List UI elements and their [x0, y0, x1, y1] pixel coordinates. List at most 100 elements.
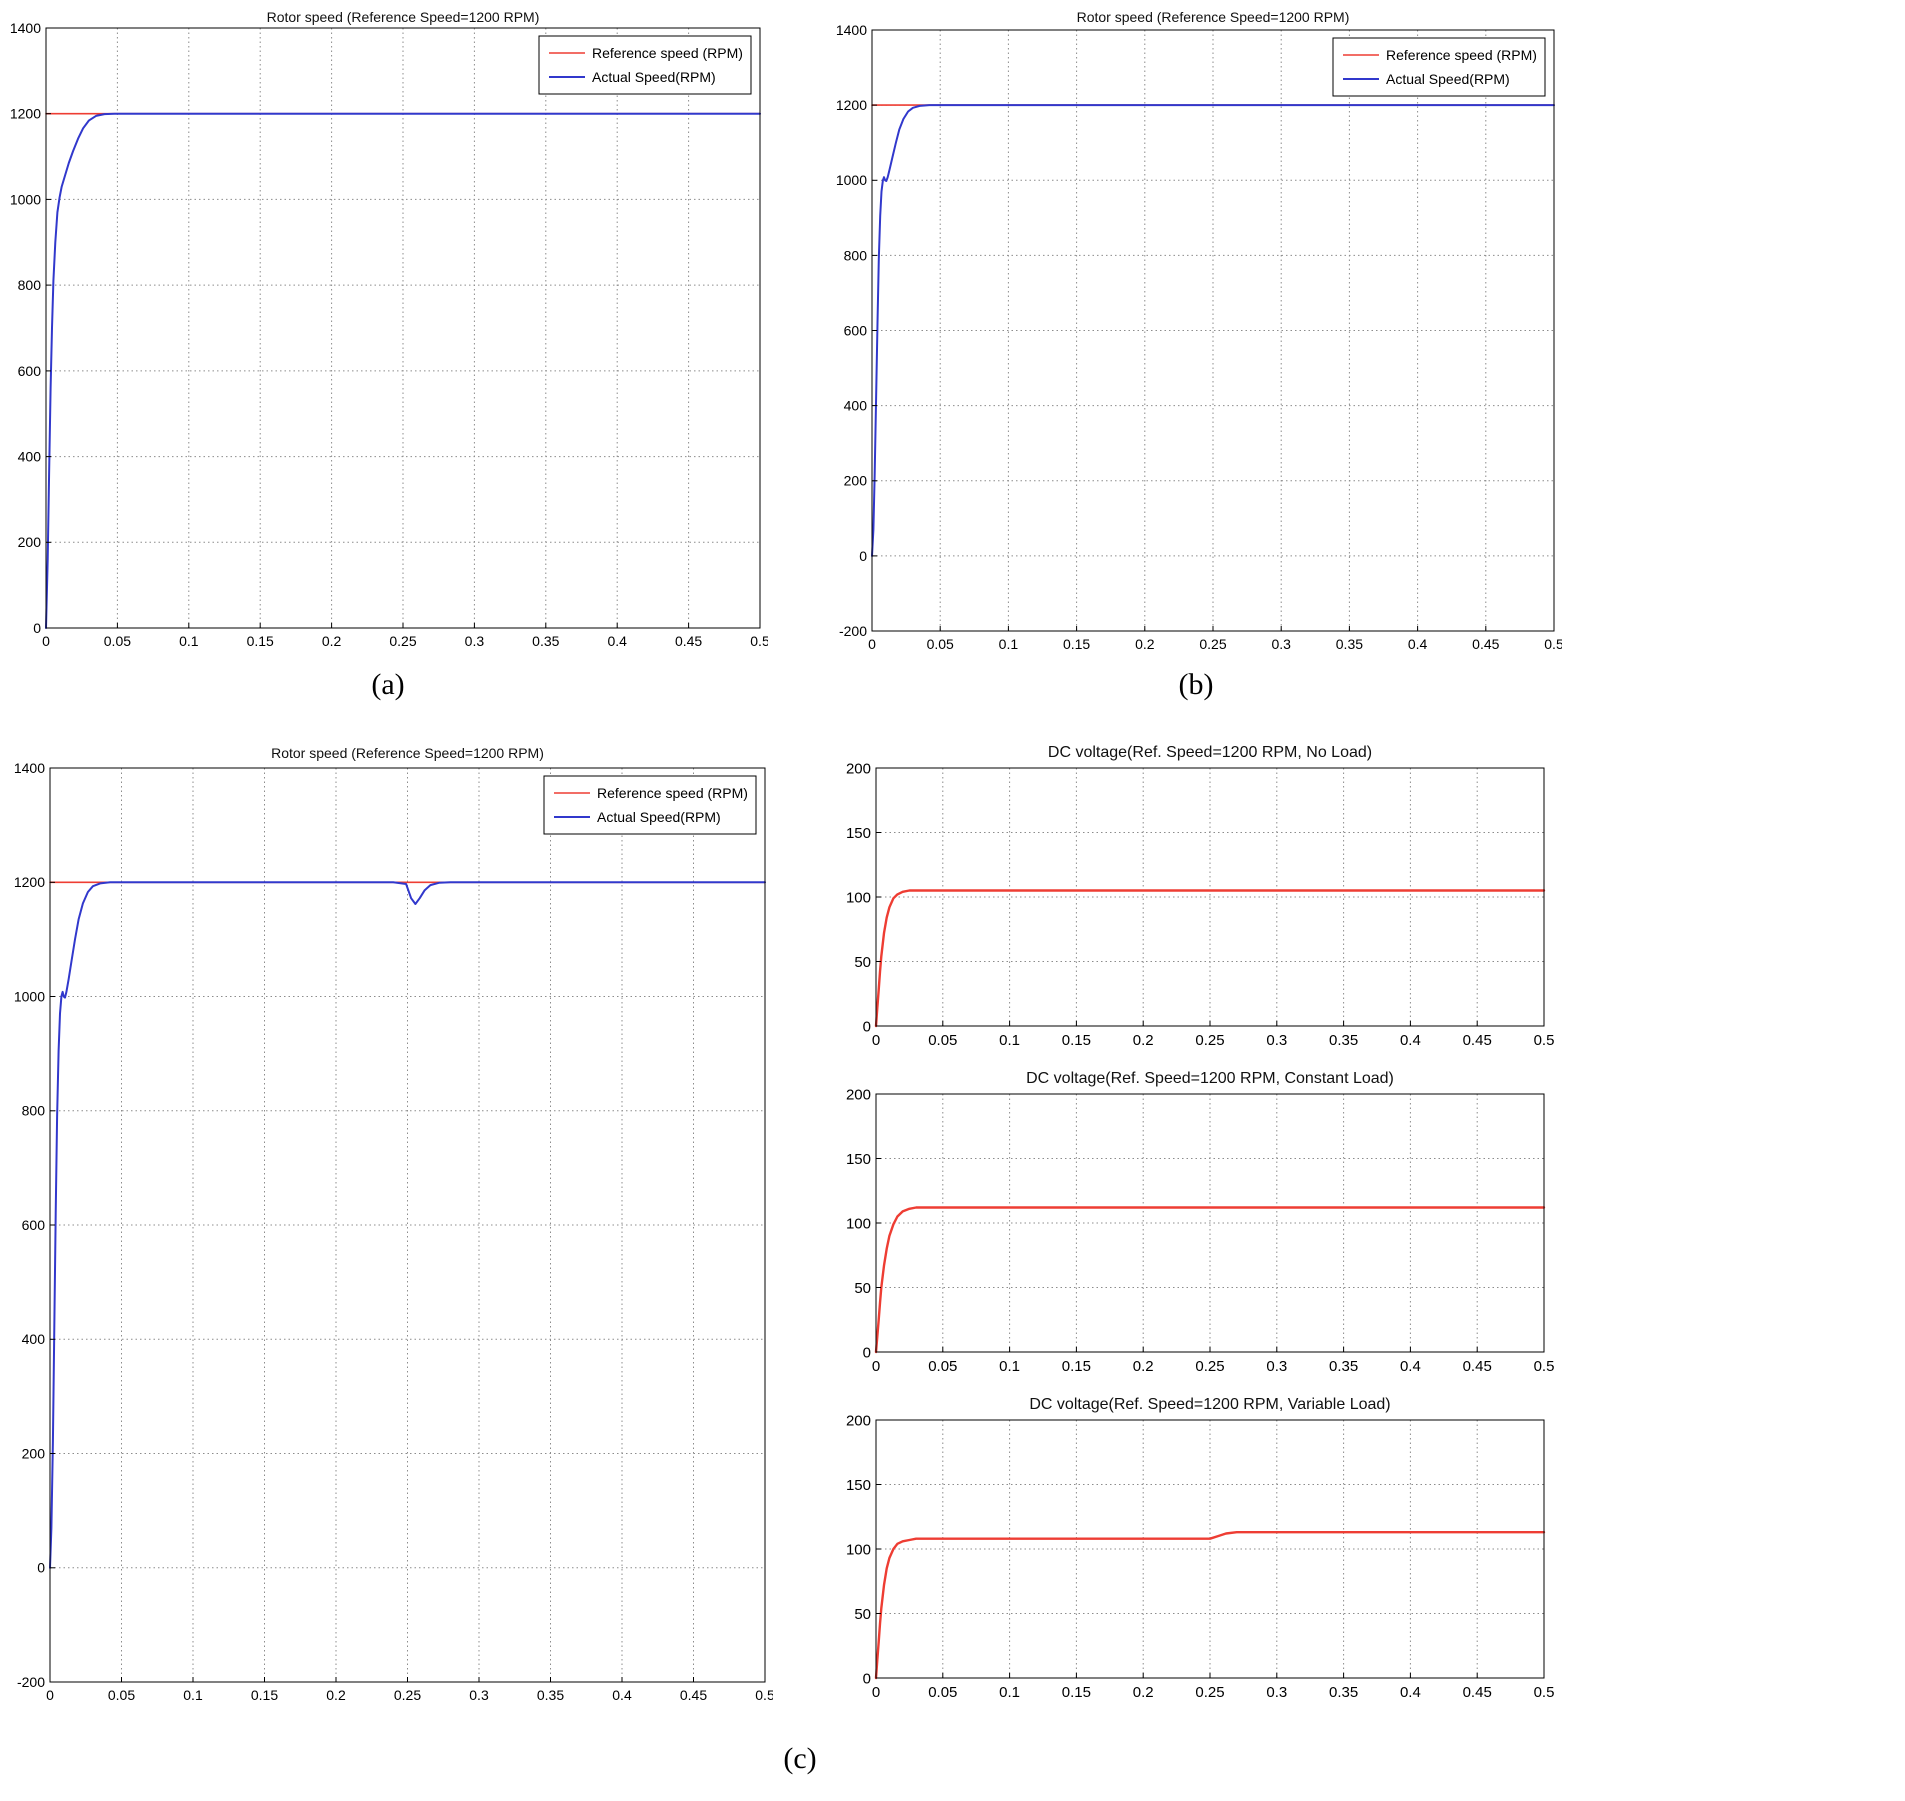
x-tick-label: 0.4 [607, 633, 627, 649]
series-line-0 [874, 1206, 1546, 1354]
y-tick-label: 200 [846, 760, 871, 777]
x-tick-label: 0.05 [927, 636, 954, 652]
chart-title: Rotor speed (Reference Speed=1200 RPM) [1076, 9, 1350, 25]
x-tick-label: 0.45 [675, 633, 702, 649]
x-tick-label: 0.4 [612, 1687, 632, 1703]
chart-dc-voltage-no-load: DC voltage(Ref. Speed=1200 RPM, No Load)… [832, 742, 1554, 1060]
x-tick-label: 0.15 [1062, 1358, 1091, 1375]
y-tick-label: 200 [22, 1445, 46, 1461]
y-tick-label: 1200 [14, 874, 45, 890]
y-tick-label: 600 [22, 1217, 46, 1233]
x-tick-label: 0.45 [1472, 636, 1499, 652]
y-tick-label: 0 [863, 1018, 871, 1035]
legend-entry-label: Reference speed (RPM) [592, 45, 743, 61]
x-tick-label: 0.5 [1534, 1032, 1554, 1049]
y-tick-label: 800 [18, 277, 42, 293]
chart-rotor-speed-c: Rotor speed (Reference Speed=1200 RPM) 0… [8, 742, 773, 1714]
x-tick-label: 0.45 [1463, 1358, 1492, 1375]
y-tick-label: 200 [846, 1412, 871, 1429]
x-tick-label: 0.4 [1400, 1032, 1421, 1049]
y-tick-label: 0 [863, 1670, 871, 1687]
figure-caption-c: (c) [783, 1742, 817, 1775]
x-tick-label: 0.4 [1408, 636, 1428, 652]
plot-area: 0 0.05 0.1 0.15 0.2 0.25 0.3 0.35 0.4 0.45 0.5 0 50 1… [832, 1068, 1554, 1386]
x-tick-label: 0.5 [750, 633, 768, 649]
chart-svg: 0 0.05 0.1 0.15 0.2 0.25 0.3 0.35 0.4 0.45 0.5 -200… [14, 760, 773, 1703]
x-tick-label: 0.5 [755, 1687, 773, 1703]
chart-svg: 0 0.05 0.1 0.15 0.2 0.25 0.3 0.35 0.4 0.45 0.5 0 50 1… [846, 1412, 1554, 1701]
x-tick-label: 0.1 [183, 1687, 203, 1703]
x-tick-label: 0.05 [108, 1687, 135, 1703]
x-tick-label: 0.2 [1133, 1032, 1154, 1049]
x-tick-label: 0.45 [1463, 1032, 1492, 1049]
y-tick-label: 150 [846, 1151, 871, 1168]
plot-area: 0 0.05 0.1 0.15 0.2 0.25 0.3 0.35 0.4 0.45 0.5 0 200… [8, 6, 768, 656]
plot-area: 0 0.05 0.1 0.15 0.2 0.25 0.3 0.35 0.4 0.45 0.5 0 50 1… [832, 1394, 1554, 1712]
y-tick-label: 1200 [836, 97, 867, 113]
chart-dc-voltage-variable-load: DC voltage(Ref. Speed=1200 RPM, Variable… [832, 1394, 1554, 1712]
y-tick-label: 400 [22, 1331, 46, 1347]
x-tick-label: 0.35 [1329, 1684, 1358, 1701]
y-tick-label: 1400 [14, 760, 45, 776]
x-tick-label: 0.25 [1195, 1684, 1224, 1701]
x-tick-label: 0.3 [1266, 1358, 1287, 1375]
legend-box [538, 35, 752, 95]
legend-box [1332, 37, 1546, 97]
y-tick-label: 1000 [836, 172, 867, 188]
legend-entry-label: Actual Speed(RPM) [592, 69, 716, 85]
series-line-0 [874, 1530, 1546, 1680]
x-tick-label: 0.3 [1266, 1684, 1287, 1701]
y-tick-label: 800 [844, 247, 868, 263]
x-tick-label: 0.25 [394, 1687, 421, 1703]
x-tick-label: 0.15 [247, 633, 274, 649]
x-tick-label: 0.2 [1135, 636, 1155, 652]
x-tick-label: 0.05 [928, 1358, 957, 1375]
y-tick-label: 200 [844, 473, 868, 489]
x-tick-label: 0.35 [1329, 1358, 1358, 1375]
plot-area: 0 0.05 0.1 0.15 0.2 0.25 0.3 0.35 0.4 0.45 0.5 -200… [8, 742, 773, 1714]
x-tick-label: 0.15 [251, 1687, 278, 1703]
y-tick-label: 100 [846, 1541, 871, 1558]
y-tick-label: 200 [846, 1086, 871, 1103]
x-tick-label: 0.25 [1195, 1358, 1224, 1375]
x-tick-label: 0.1 [999, 1684, 1020, 1701]
x-tick-label: 0.15 [1062, 1684, 1091, 1701]
legend-entry-label: Actual Speed(RPM) [1386, 71, 1510, 87]
x-tick-label: 0.35 [1329, 1032, 1358, 1049]
legend-entry-label: Reference speed (RPM) [1386, 47, 1537, 63]
series-line-0 [874, 889, 1546, 1028]
x-tick-label: 0.1 [999, 1358, 1020, 1375]
series-line-1 [45, 112, 761, 629]
legend-entry-label: Reference speed (RPM) [597, 785, 748, 801]
x-tick-label: 0.05 [104, 633, 131, 649]
x-tick-label: 0.25 [1199, 636, 1226, 652]
chart-rotor-speed-b: Rotor speed (Reference Speed=1200 RPM) 0… [830, 6, 1562, 661]
chart-title: Rotor speed (Reference Speed=1200 RPM) [271, 745, 544, 761]
chart-rotor-speed-a: Rotor speed (Reference Speed=1200 RPM) 0… [8, 6, 768, 656]
x-tick-label: 0.1 [179, 633, 199, 649]
y-tick-label: 100 [846, 889, 871, 906]
chart-svg: 0 0.05 0.1 0.15 0.2 0.25 0.3 0.35 0.4 0.45 0.5 0 200… [10, 20, 768, 649]
y-tick-label: 400 [844, 398, 868, 414]
x-tick-label: 0.15 [1062, 1032, 1091, 1049]
y-tick-label: 150 [846, 1477, 871, 1494]
y-tick-label: 50 [854, 1280, 871, 1297]
x-tick-label: 0.15 [1063, 636, 1090, 652]
legend-box [543, 775, 757, 835]
x-tick-label: 0 [46, 1687, 54, 1703]
x-tick-label: 0.5 [1534, 1684, 1554, 1701]
x-tick-label: 0.3 [465, 633, 485, 649]
x-tick-label: 0.35 [537, 1687, 564, 1703]
x-tick-label: 0.25 [1195, 1032, 1224, 1049]
chart-dc-voltage-constant-load: DC voltage(Ref. Speed=1200 RPM, Constant… [832, 1068, 1554, 1386]
y-tick-label: 800 [22, 1103, 46, 1119]
y-tick-label: -200 [839, 623, 867, 639]
y-tick-label: 400 [18, 449, 42, 465]
figure-caption-b: (b) [1178, 668, 1214, 701]
y-tick-label: 100 [846, 1215, 871, 1232]
chart-title: DC voltage(Ref. Speed=1200 RPM, Variable… [1029, 1396, 1391, 1413]
y-tick-label: 1000 [10, 191, 41, 207]
y-tick-label: 1000 [14, 988, 45, 1004]
chart-svg: 0 0.05 0.1 0.15 0.2 0.25 0.3 0.35 0.4 0.45 0.5 -200… [836, 22, 1562, 652]
